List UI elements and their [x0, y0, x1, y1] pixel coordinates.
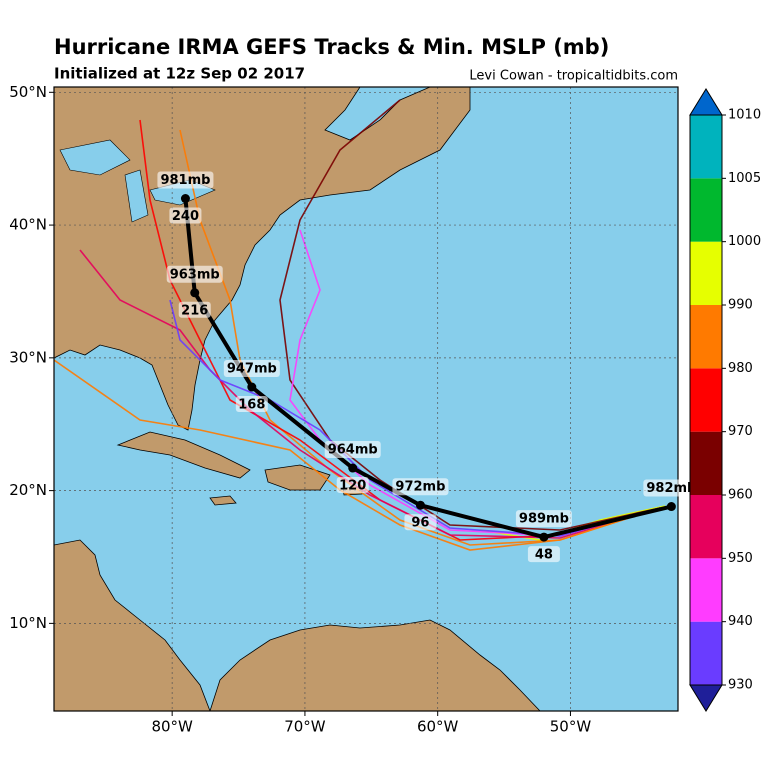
- colorbar-frame: [689, 114, 723, 686]
- colorbar-label: 940: [728, 614, 753, 629]
- colorbar-label: 1010: [728, 108, 761, 123]
- colorbar-label: 930: [728, 678, 753, 693]
- colorbar-label: 1005: [728, 171, 761, 186]
- pressure-label-group: 981mb 240: [157, 171, 214, 224]
- label-box: [157, 171, 214, 189]
- x-tick-label: 80°W: [151, 718, 193, 736]
- colorbar-segment: [690, 368, 722, 432]
- colorbar-segment: [690, 305, 722, 369]
- subtitle: Initialized at 12z Sep 02 2017: [54, 65, 305, 83]
- track-point: [539, 532, 549, 542]
- hour-label: 96: [411, 516, 429, 531]
- pressure-label: 982mb: [646, 481, 696, 496]
- pressure-label-group: 982mb: [643, 479, 700, 497]
- pressure-label: 989mb: [519, 512, 569, 527]
- colorbar-segment: [690, 178, 722, 242]
- colorbar-label: 980: [728, 361, 753, 376]
- track-point: [247, 382, 257, 392]
- y-tick-label: 20°N: [9, 481, 47, 499]
- ensemble-track: [179, 129, 661, 546]
- track-point: [190, 288, 200, 298]
- pressure-label: 964mb: [328, 443, 378, 458]
- hour-label: 240: [172, 209, 199, 224]
- colorbar-label: 950: [728, 551, 753, 566]
- label-box: [235, 396, 268, 413]
- jamaica: [209, 495, 237, 506]
- colorbar-label: 960: [728, 488, 753, 503]
- map-frame: [53, 86, 679, 712]
- ensemble-track: [139, 119, 661, 541]
- pressure-label-group: 947mb 168: [223, 360, 280, 413]
- y-tick-label: 10°N: [9, 614, 47, 632]
- pressure-label-group: 964mb 120: [324, 441, 381, 494]
- y-tick-label: 50°N: [9, 83, 47, 101]
- label-box: [336, 477, 369, 494]
- colorbar-segment: [690, 558, 722, 622]
- pressure-label: 947mb: [227, 362, 277, 377]
- pressure-label-group: 972mb 96: [392, 478, 449, 531]
- pressure-label: 963mb: [170, 267, 220, 282]
- colorbar-label: 990: [728, 298, 753, 313]
- label-box: [527, 546, 560, 563]
- colorbar-extension: [689, 684, 723, 712]
- south-america: [209, 619, 541, 711]
- colorbar-label: 1000: [728, 234, 761, 249]
- pressure-label: 972mb: [395, 480, 445, 495]
- colorbar-segment: [690, 241, 722, 305]
- cuba: [116, 431, 251, 479]
- hour-label: 120: [339, 479, 366, 494]
- colorbar-segment: [690, 495, 722, 559]
- label-box: [643, 479, 700, 497]
- credit: Levi Cowan - tropicaltidbits.com: [469, 69, 678, 84]
- ensemble-track: [79, 249, 661, 539]
- label-box: [324, 441, 381, 459]
- x-tick-label: 60°W: [417, 718, 459, 736]
- y-tick-label: 30°N: [9, 348, 47, 366]
- colorbar-extension: [689, 88, 723, 116]
- label-box: [166, 265, 223, 283]
- hour-label: 48: [535, 548, 553, 563]
- hispaniola: [264, 464, 331, 491]
- label-box: [515, 510, 572, 528]
- x-tick-label: 50°W: [550, 718, 592, 736]
- hour-label: 216: [181, 303, 208, 318]
- pressure-label-group: 963mb 216: [166, 265, 223, 318]
- colorbar-segment: [690, 115, 722, 179]
- track-point: [348, 463, 358, 473]
- colorbar-label: 970: [728, 424, 753, 439]
- label-box: [404, 514, 437, 531]
- hour-label: 168: [238, 398, 265, 413]
- map-area: [54, 87, 678, 711]
- colorbar-segment: [690, 431, 722, 495]
- colorbar-segment: [690, 621, 722, 685]
- label-box: [223, 360, 280, 378]
- track-point: [666, 502, 676, 512]
- track-point: [180, 194, 190, 204]
- great-lakes: [59, 139, 216, 223]
- label-box: [392, 478, 449, 496]
- x-tick-label: 70°W: [284, 718, 326, 736]
- north-america: [54, 87, 471, 431]
- label-box: [178, 301, 211, 318]
- title: Hurricane IRMA GEFS Tracks & Min. MSLP (…: [54, 35, 609, 59]
- pressure-label-group: 989mb 48: [515, 510, 572, 563]
- label-box: [169, 207, 202, 224]
- central-america: [54, 539, 211, 711]
- y-tick-label: 40°N: [9, 216, 47, 234]
- pressure-label: 981mb: [160, 173, 210, 188]
- track-point: [415, 500, 425, 510]
